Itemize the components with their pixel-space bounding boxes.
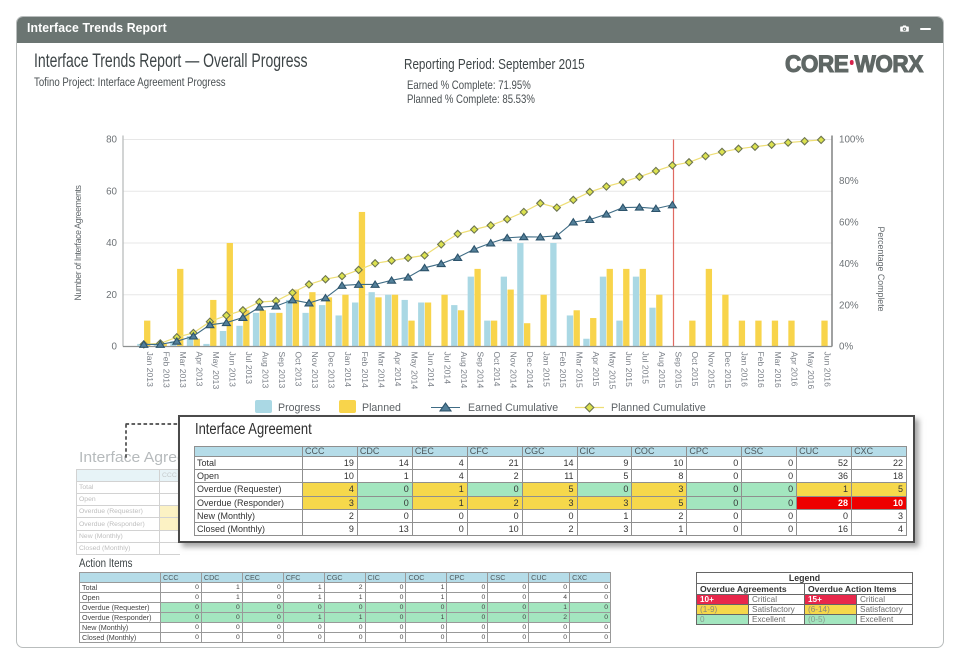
svg-text:Aug 2014: Aug 2014 — [459, 352, 469, 389]
svg-text:Sep 2015: Sep 2015 — [674, 352, 684, 389]
svg-text:Jan 2013: Jan 2013 — [145, 352, 155, 388]
svg-text:Apr 2014: Apr 2014 — [393, 352, 403, 387]
svg-text:Number of Interface Agreements: Number of Interface Agreements — [73, 184, 83, 300]
svg-text:Nov 2014: Nov 2014 — [508, 352, 518, 389]
svg-text:Feb 2014: Feb 2014 — [360, 352, 370, 389]
svg-text:60: 60 — [106, 186, 117, 197]
svg-text:0: 0 — [112, 342, 118, 353]
svg-text:Planned: Planned — [362, 402, 401, 414]
svg-text:Jul 2013: Jul 2013 — [244, 352, 254, 385]
svg-text:Jun 2015: Jun 2015 — [624, 352, 634, 388]
svg-text:Oct 2014: Oct 2014 — [492, 352, 502, 387]
svg-text:20: 20 — [106, 290, 117, 301]
svg-text:Dec 2015: Dec 2015 — [723, 352, 733, 389]
svg-text:Oct 2015: Oct 2015 — [690, 352, 700, 387]
svg-text:Mar 2015: Mar 2015 — [575, 352, 585, 389]
svg-text:80%: 80% — [839, 176, 859, 187]
svg-text:Jan 2014: Jan 2014 — [343, 352, 353, 388]
svg-text:Nov 2013: Nov 2013 — [310, 352, 320, 389]
svg-text:20%: 20% — [839, 300, 859, 311]
svg-text:Nov 2015: Nov 2015 — [707, 352, 717, 389]
svg-text:Aug 2015: Aug 2015 — [657, 352, 667, 389]
svg-text:Jul 2014: Jul 2014 — [442, 352, 452, 385]
svg-text:Mar 2013: Mar 2013 — [178, 352, 188, 389]
svg-text:Planned Cumulative: Planned Cumulative — [611, 402, 706, 414]
svg-text:40: 40 — [106, 238, 117, 249]
svg-text:Sep 2013: Sep 2013 — [277, 352, 287, 389]
svg-text:Mar 2014: Mar 2014 — [376, 352, 386, 389]
svg-text:40%: 40% — [839, 259, 859, 270]
svg-text:Apr 2015: Apr 2015 — [591, 352, 601, 387]
svg-text:May 2016: May 2016 — [806, 352, 816, 390]
svg-text:May 2015: May 2015 — [608, 352, 618, 390]
svg-text:100%: 100% — [839, 135, 864, 146]
svg-text:May 2014: May 2014 — [409, 352, 419, 390]
svg-text:Progress: Progress — [278, 402, 320, 414]
svg-text:Apr 2013: Apr 2013 — [195, 352, 205, 387]
svg-text:Feb 2013: Feb 2013 — [162, 352, 172, 389]
svg-text:Jul 2015: Jul 2015 — [641, 352, 651, 385]
svg-text:0%: 0% — [839, 342, 853, 353]
svg-text:Earned Cumulative: Earned Cumulative — [468, 402, 558, 414]
svg-text:Oct 2013: Oct 2013 — [294, 352, 304, 387]
svg-text:Feb 2015: Feb 2015 — [558, 352, 568, 389]
svg-text:80: 80 — [106, 135, 117, 146]
svg-text:Mar 2016: Mar 2016 — [773, 352, 783, 389]
svg-text:Dec 2013: Dec 2013 — [327, 352, 337, 389]
svg-text:Jun 2016: Jun 2016 — [822, 352, 832, 388]
svg-text:60%: 60% — [839, 218, 859, 229]
svg-text:Percentage Complete: Percentage Complete — [876, 226, 886, 311]
svg-text:Jun 2014: Jun 2014 — [426, 352, 436, 388]
svg-text:Sep 2014: Sep 2014 — [475, 352, 485, 389]
svg-text:May 2013: May 2013 — [211, 352, 221, 390]
svg-text:Dec 2014: Dec 2014 — [525, 352, 535, 389]
svg-text:Jan 2016: Jan 2016 — [740, 352, 750, 388]
svg-text:Apr 2016: Apr 2016 — [789, 352, 799, 387]
svg-text:Jun 2013: Jun 2013 — [228, 352, 238, 388]
svg-text:Feb 2016: Feb 2016 — [756, 352, 766, 389]
svg-text:Aug 2013: Aug 2013 — [261, 352, 271, 389]
svg-text:Jan 2015: Jan 2015 — [542, 352, 552, 388]
